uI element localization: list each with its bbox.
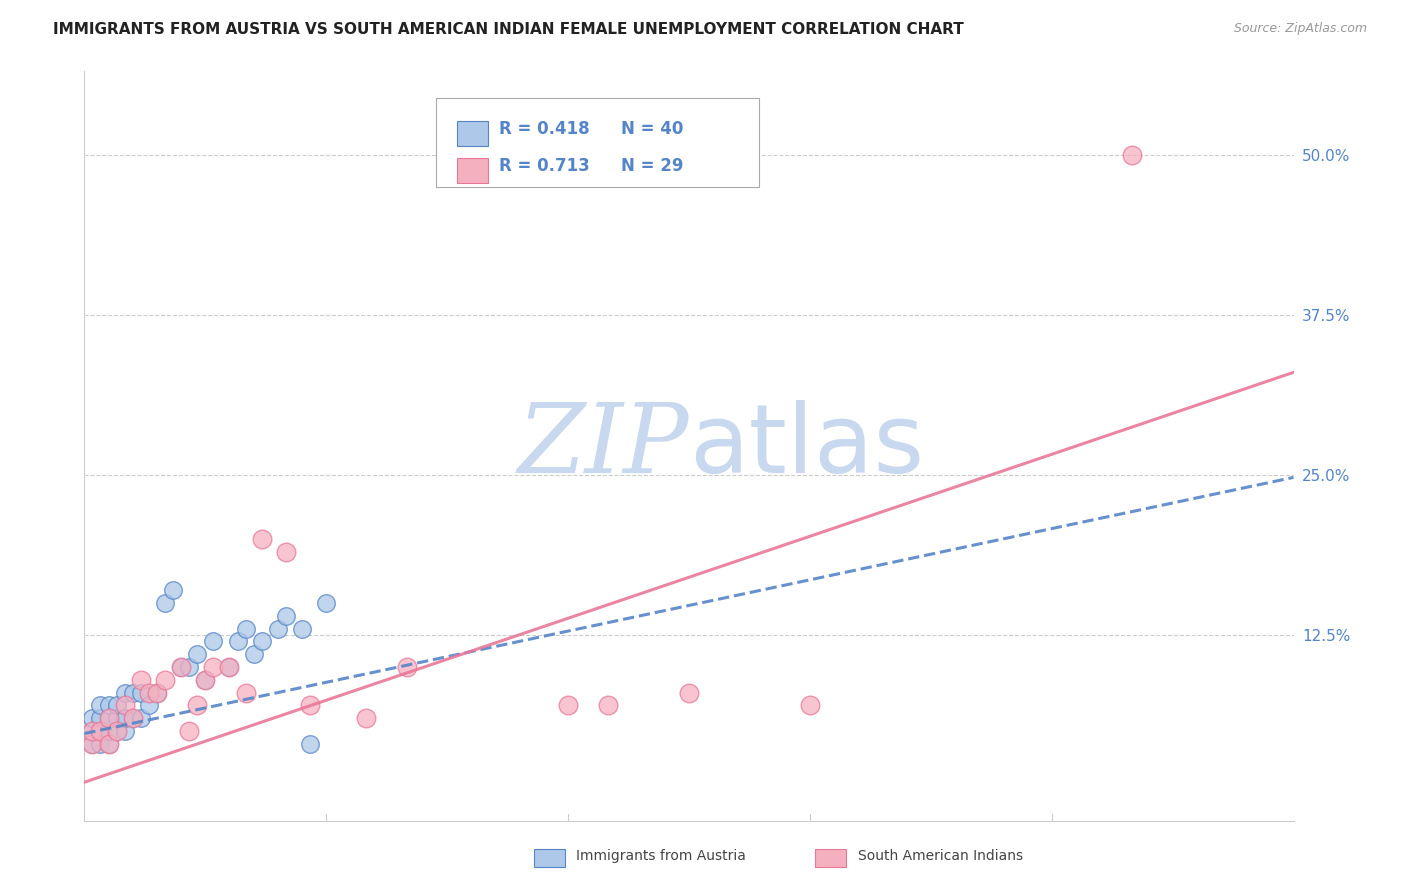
Point [114, 723, 136, 738]
Point [97, 723, 120, 738]
Point [105, 698, 128, 713]
Text: Source: ZipAtlas.com: Source: ZipAtlas.com [1233, 22, 1367, 36]
Point [82, 737, 104, 751]
Point [89, 723, 111, 738]
Point [226, 634, 249, 648]
Point [105, 723, 128, 738]
Text: Immigrants from Austria: Immigrants from Austria [576, 849, 747, 863]
Point [202, 660, 225, 674]
Point [202, 634, 225, 648]
Point [250, 532, 273, 546]
Point [274, 608, 297, 623]
Point [97, 737, 120, 751]
Point [105, 723, 128, 738]
Point [1121, 147, 1143, 161]
Point [138, 698, 160, 713]
Point [557, 698, 579, 713]
Point [186, 698, 208, 713]
Text: IMMIGRANTS FROM AUSTRIA VS SOUTH AMERICAN INDIAN FEMALE UNEMPLOYMENT CORRELATION: IMMIGRANTS FROM AUSTRIA VS SOUTH AMERICA… [53, 22, 965, 37]
Point [299, 737, 322, 751]
Point [82, 723, 104, 738]
Text: R = 0.418: R = 0.418 [499, 120, 589, 138]
Point [153, 673, 176, 687]
Point [97, 698, 120, 713]
Point [267, 622, 290, 636]
Point [598, 698, 620, 713]
Point [114, 711, 136, 725]
Point [97, 737, 120, 751]
Point [170, 660, 193, 674]
Point [218, 660, 240, 674]
Point [395, 660, 418, 674]
Point [242, 647, 264, 661]
Point [194, 673, 217, 687]
Point [315, 596, 337, 610]
Point [179, 723, 201, 738]
Point [114, 685, 136, 699]
Text: atlas: atlas [689, 400, 924, 492]
Point [97, 711, 120, 725]
Point [291, 622, 314, 636]
Point [89, 698, 111, 713]
Point [89, 737, 111, 751]
Text: N = 29: N = 29 [621, 157, 683, 175]
Text: South American Indians: South American Indians [858, 849, 1022, 863]
Text: N = 40: N = 40 [621, 120, 683, 138]
Point [121, 685, 143, 699]
Point [218, 660, 240, 674]
Point [153, 596, 176, 610]
Point [89, 723, 111, 738]
Point [129, 711, 152, 725]
Point [129, 673, 152, 687]
Point [274, 544, 297, 558]
Point [138, 685, 160, 699]
Point [162, 583, 184, 598]
Point [82, 737, 104, 751]
Point [146, 685, 169, 699]
Point [170, 660, 193, 674]
Point [186, 647, 208, 661]
Point [121, 711, 143, 725]
Point [146, 685, 169, 699]
Point [89, 711, 111, 725]
Point [179, 660, 201, 674]
Point [235, 685, 257, 699]
Point [299, 698, 322, 713]
Point [678, 685, 700, 699]
Point [82, 723, 104, 738]
Point [114, 698, 136, 713]
Point [250, 634, 273, 648]
Point [97, 711, 120, 725]
Text: ZIP: ZIP [517, 399, 689, 493]
Point [356, 711, 378, 725]
Point [799, 698, 821, 713]
Point [235, 622, 257, 636]
Point [194, 673, 217, 687]
Point [82, 711, 104, 725]
Point [121, 711, 143, 725]
Text: R = 0.713: R = 0.713 [499, 157, 591, 175]
Point [105, 711, 128, 725]
Point [129, 685, 152, 699]
